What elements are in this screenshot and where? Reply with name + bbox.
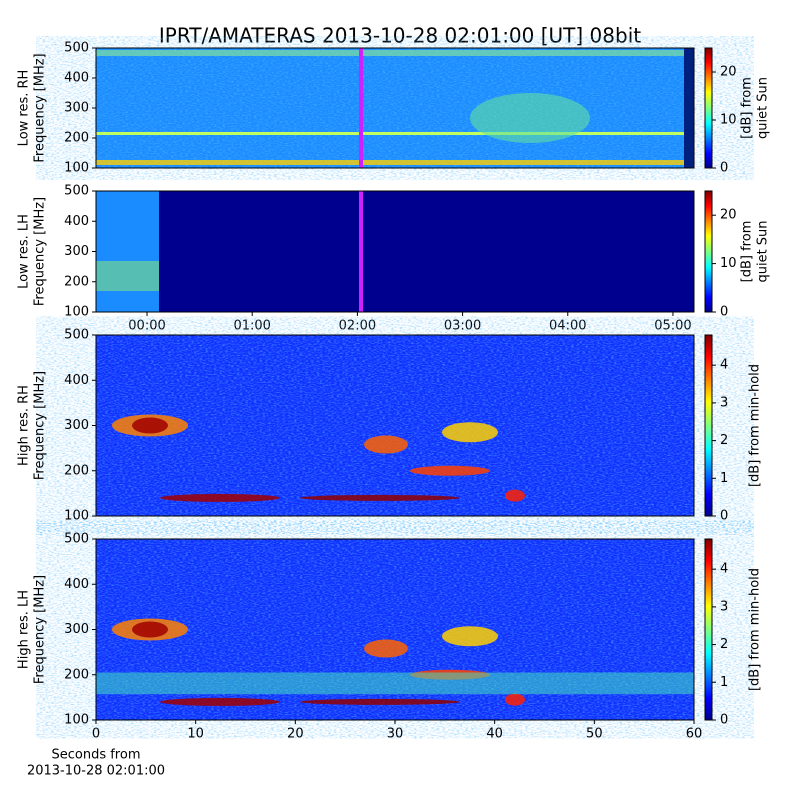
chart-title: IPRT/AMATERAS 2013-10-28 02:01:00 [UT] 0…: [159, 24, 641, 48]
band: [96, 160, 694, 165]
colorbar-tick-label: 0: [720, 713, 728, 728]
burst: [442, 626, 498, 647]
colorbar-label: [dB] from min-hold: [748, 364, 763, 487]
y-tick-label: 200: [64, 131, 89, 146]
burst: [505, 693, 525, 706]
x-tick-label: 02:00: [339, 319, 376, 334]
burst: [160, 697, 280, 706]
colorbar: [704, 538, 713, 721]
y-axis-label: High res. RH: [17, 385, 32, 466]
burst: [160, 493, 280, 502]
colorbar-tick-label: 4: [720, 562, 728, 577]
spectrogram-texture: [96, 48, 694, 168]
x-tick-label: 10: [187, 727, 204, 742]
x-tick-label: 30: [387, 727, 404, 742]
y-tick-label: 300: [64, 244, 89, 259]
x-tick-label: 05:00: [654, 319, 691, 334]
burst: [505, 489, 525, 502]
colorbar-tick-label: 20: [720, 65, 737, 80]
y-tick-label: 500: [64, 532, 89, 547]
x-tick-label: 00:00: [128, 319, 165, 334]
y-tick-label: 200: [64, 667, 89, 682]
burst: [300, 698, 460, 705]
y-tick-label: 400: [64, 214, 89, 229]
y-tick-label: 400: [64, 373, 89, 388]
colorbar-tick-label: 10: [720, 256, 737, 271]
burst: [442, 422, 498, 443]
x-tick-label: 01:00: [233, 319, 270, 334]
y-axis-label: High res. LH: [17, 590, 32, 669]
y-axis-label: Frequency [MHz]: [33, 575, 48, 684]
colorbar-tick-label: 3: [720, 395, 728, 410]
spectrogram-background: [96, 191, 694, 312]
burst: [300, 494, 460, 501]
band: [96, 261, 159, 291]
band: [96, 132, 694, 135]
colorbar-tick-label: 20: [720, 208, 737, 223]
y-tick-label: 200: [64, 463, 89, 478]
y-tick-label: 300: [64, 622, 89, 637]
colorbar-label: quiet Sun: [756, 77, 771, 139]
y-axis-label: Low res. RH: [17, 70, 32, 147]
spectrogram-texture: [96, 335, 694, 516]
x-tick-label: 50: [586, 727, 603, 742]
colorbar-tick-label: 2: [720, 433, 728, 448]
colorbar: [704, 190, 713, 313]
y-tick-label: 500: [64, 41, 89, 56]
colorbar: [704, 334, 713, 517]
x-tick-label: 04:00: [549, 319, 586, 334]
colorbar-tick-label: 4: [720, 358, 728, 373]
colorbar-tick-label: 0: [720, 161, 728, 176]
colorbar-tick-label: 2: [720, 637, 728, 652]
time-marker: [359, 191, 363, 312]
colorbar: [704, 47, 713, 169]
y-tick-label: 100: [64, 305, 89, 320]
colorbar-label: [dB] from: [740, 221, 755, 283]
y-axis-label: Frequency [MHz]: [33, 53, 48, 162]
y-axis-label: Frequency [MHz]: [33, 197, 48, 306]
y-tick-label: 300: [64, 101, 89, 116]
colorbar-tick-label: 3: [720, 599, 728, 614]
y-tick-label: 100: [64, 713, 89, 728]
x-axis-label: 2013-10-28 02:01:00: [27, 764, 165, 779]
colorbar-tick-label: 0: [720, 509, 728, 524]
x-tick-label: 03:00: [444, 319, 481, 334]
burst: [470, 93, 590, 143]
x-tick-label: 0: [92, 727, 100, 742]
burst: [132, 417, 168, 434]
colorbar-tick-label: 1: [720, 471, 728, 486]
y-axis-label: Frequency [MHz]: [33, 371, 48, 480]
colorbar-tick-label: 0: [720, 305, 728, 320]
y-tick-label: 400: [64, 577, 89, 592]
gap: [684, 48, 694, 168]
burst: [364, 639, 408, 658]
y-tick-label: 100: [64, 161, 89, 176]
y-tick-label: 500: [64, 184, 89, 199]
time-marker: [359, 48, 363, 168]
burst: [132, 621, 168, 638]
y-tick-label: 100: [64, 509, 89, 524]
colorbar-tick-label: 1: [720, 675, 728, 690]
colorbar-label: [dB] from min-hold: [748, 568, 763, 691]
y-axis-label: Low res. LH: [17, 214, 32, 289]
colorbar-label: [dB] from: [740, 77, 755, 139]
y-tick-label: 500: [64, 328, 89, 343]
x-tick-label: 20: [287, 727, 304, 742]
colorbar-label: quiet Sun: [756, 220, 771, 282]
x-axis-label: Seconds from: [51, 748, 140, 763]
band: [96, 50, 694, 56]
band: [96, 672, 694, 695]
spectrogram-strip: [96, 191, 159, 312]
x-tick-label: 60: [686, 727, 703, 742]
burst: [410, 465, 490, 476]
x-tick-label: 40: [486, 727, 503, 742]
y-tick-label: 300: [64, 418, 89, 433]
y-tick-label: 400: [64, 71, 89, 86]
y-tick-label: 200: [64, 274, 89, 289]
burst: [364, 435, 408, 454]
colorbar-tick-label: 10: [720, 113, 737, 128]
